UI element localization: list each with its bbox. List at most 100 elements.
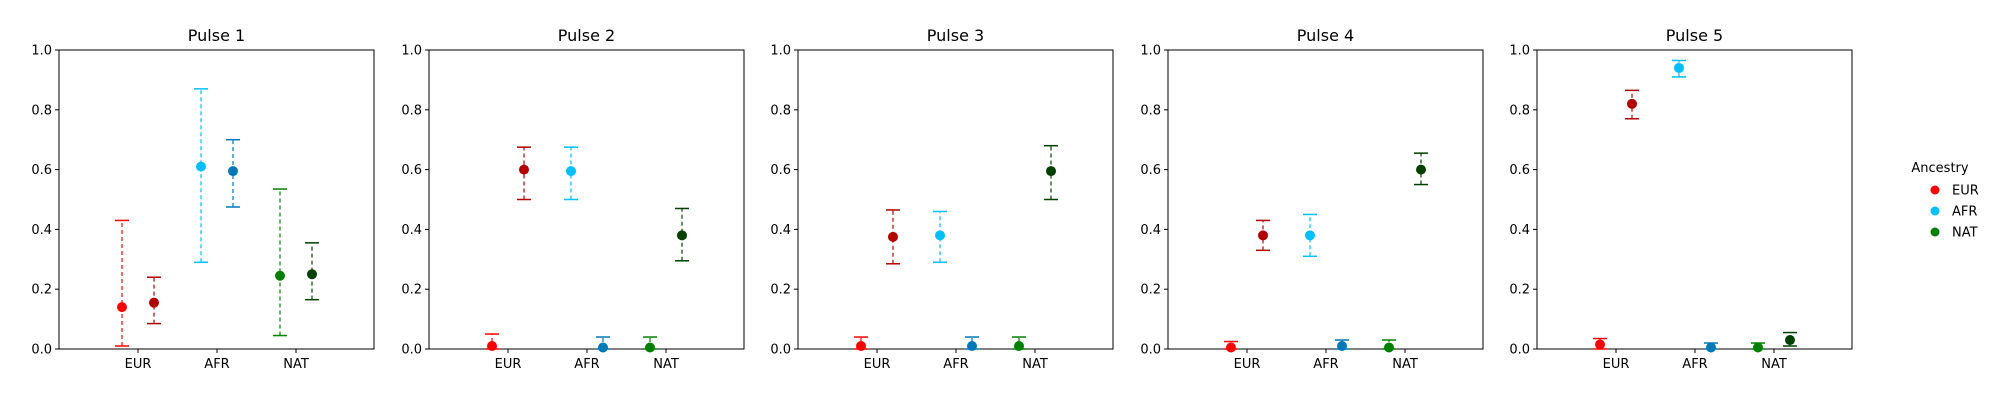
error-bar: [194, 88, 208, 264]
data-point: [566, 166, 576, 177]
data-point: [888, 231, 898, 242]
data-point: [1627, 98, 1637, 109]
y-tick-label: 0.4: [1509, 223, 1530, 238]
panel-4: Pulse 4 0.0 0.2 0.4 0.6 0.8 1.0 EUR AFR NAT: [1140, 26, 1484, 372]
y-tick-label: 1.0: [1509, 44, 1530, 59]
panel-title: Pulse 3: [927, 26, 984, 45]
error-bar: [1672, 59, 1686, 78]
panel-title: Pulse 2: [558, 26, 615, 45]
data-point: [1384, 342, 1394, 353]
data-point: [1258, 230, 1268, 241]
x-tick-label: EUR: [864, 357, 891, 372]
y-tick-label: 0.4: [1140, 223, 1161, 238]
error-bar: [305, 242, 319, 301]
panels: Pulse 1 0.0 0.2 0.4 0.6 0.8 1.0 EUR AFR NAT Pulse …: [31, 26, 1853, 372]
data-point: [1753, 342, 1763, 353]
y-tick-label: 0.0: [770, 343, 791, 358]
error-bar: [147, 276, 161, 325]
data-point: [1785, 335, 1795, 346]
x-tick-label: NAT: [653, 357, 679, 372]
error-bar: [1382, 339, 1396, 353]
y-tick-label: 0.6: [31, 163, 52, 178]
panel-3: Pulse 3 0.0 0.2 0.4 0.6 0.8 1.0 EUR AFR NAT: [770, 26, 1114, 372]
error-bar: [1751, 342, 1765, 353]
y-tick-label: 1.0: [770, 44, 791, 59]
data-point: [1674, 62, 1684, 73]
panel-title: Pulse 5: [1666, 26, 1723, 45]
error-bar: [485, 333, 499, 352]
axes-frame: [797, 49, 1114, 350]
x-tick-label: AFR: [943, 357, 968, 372]
y-tick-label: 0.6: [1509, 163, 1530, 178]
y-tick-label: 0.0: [31, 343, 52, 358]
error-bar: [1012, 336, 1026, 352]
y-tick-label: 0.6: [401, 163, 422, 178]
data-point: [598, 342, 608, 353]
y-tick-label: 0.2: [1140, 283, 1161, 298]
y-tick-label: 0.6: [1140, 163, 1161, 178]
data-point: [1226, 342, 1236, 353]
x-tick-label: NAT: [1022, 357, 1048, 372]
y-tick-label: 0.4: [401, 223, 422, 238]
legend-marker: [1930, 185, 1940, 195]
data-point: [196, 161, 206, 172]
panel-5: Pulse 5 0.0 0.2 0.4 0.6 0.8 1.0 EUR AFR NAT: [1509, 26, 1853, 372]
data-point: [1014, 341, 1024, 352]
error-bar: [1414, 152, 1428, 186]
error-bar: [854, 336, 868, 352]
y-tick-label: 0.2: [401, 283, 422, 298]
legend-items: EUR AFR NAT: [1930, 184, 1979, 241]
x-tick-label: AFR: [204, 357, 229, 372]
y-tick-label: 0.0: [401, 343, 422, 358]
y-tick-label: 0.8: [31, 103, 52, 118]
panel-2: Pulse 2 0.0 0.2 0.4 0.6 0.8 1.0 EUR AFR NAT: [401, 26, 745, 372]
y-tick-label: 0.4: [31, 223, 52, 238]
error-bar: [1593, 337, 1607, 350]
data-point: [1595, 339, 1605, 350]
x-tick-label: NAT: [283, 357, 309, 372]
data-point: [645, 342, 655, 353]
y-tick-label: 1.0: [31, 44, 52, 59]
x-tick-label: AFR: [574, 357, 599, 372]
error-bar: [115, 219, 129, 347]
error-bar: [965, 336, 979, 352]
error-bar: [1625, 89, 1639, 120]
error-bar: [1783, 331, 1797, 347]
x-tick-label: AFR: [1313, 357, 1338, 372]
error-bar: [1224, 340, 1238, 353]
error-bar: [273, 188, 287, 337]
y-tick-label: 0.2: [770, 283, 791, 298]
data-point: [149, 297, 159, 308]
error-bar: [564, 146, 578, 201]
data-point: [519, 164, 529, 175]
axes-frame: [428, 49, 745, 350]
data-point: [1416, 164, 1426, 175]
panel-title: Pulse 1: [188, 26, 245, 45]
data-point: [1706, 342, 1716, 353]
data-point: [1337, 341, 1347, 352]
y-tick-label: 0.8: [1140, 103, 1161, 118]
error-bar: [933, 210, 947, 264]
y-tick-label: 0.0: [1509, 343, 1530, 358]
data-point: [307, 269, 317, 280]
x-tick-label: NAT: [1761, 357, 1787, 372]
y-tick-label: 1.0: [401, 44, 422, 59]
panel-title: Pulse 4: [1297, 26, 1354, 45]
data-point: [1305, 230, 1315, 241]
error-bar: [517, 146, 531, 201]
error-bar: [1704, 342, 1718, 353]
data-point: [935, 230, 945, 241]
y-tick-label: 0.4: [770, 223, 791, 238]
error-bar: [675, 207, 689, 262]
y-tick-label: 0.8: [1509, 103, 1530, 118]
axes-frame: [58, 49, 375, 350]
error-bar: [1335, 339, 1349, 352]
x-tick-label: AFR: [1682, 357, 1707, 372]
y-tick-label: 0.0: [1140, 343, 1161, 358]
data-point: [275, 270, 285, 281]
y-tick-label: 0.2: [1509, 283, 1530, 298]
legend-label: EUR: [1952, 184, 1979, 199]
legend-title: Ancestry: [1911, 161, 1968, 176]
error-bar: [1256, 219, 1270, 252]
